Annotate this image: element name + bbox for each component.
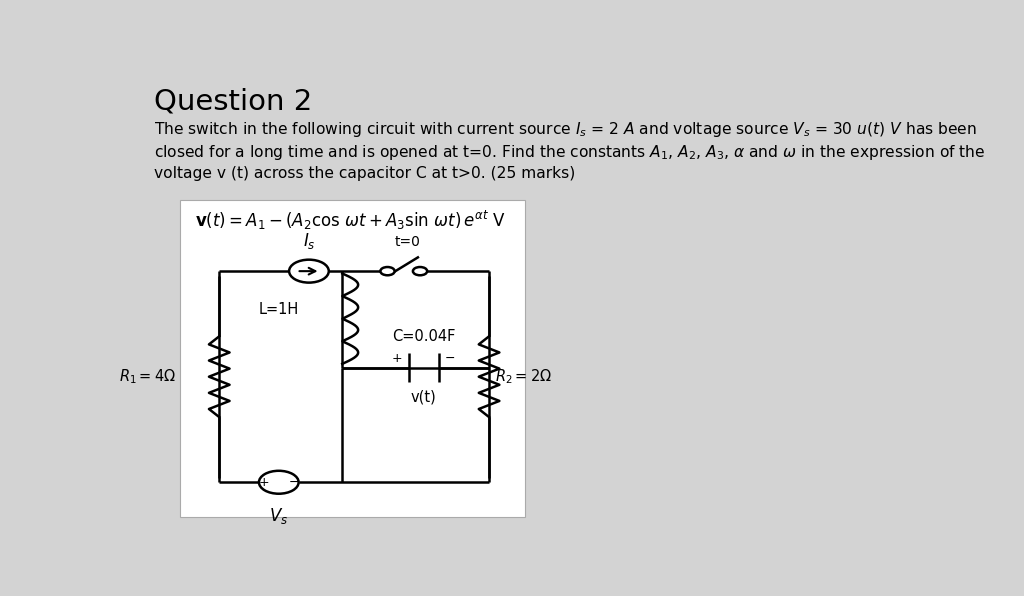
Text: $R_2{=}2\Omega$: $R_2{=}2\Omega$ xyxy=(496,367,552,386)
Circle shape xyxy=(289,260,329,283)
Text: C=0.04F: C=0.04F xyxy=(392,328,456,344)
Text: Question 2: Question 2 xyxy=(155,88,312,116)
Text: $V_s$: $V_s$ xyxy=(269,506,289,526)
Text: −: − xyxy=(445,352,456,365)
Circle shape xyxy=(413,267,427,275)
FancyBboxPatch shape xyxy=(179,200,524,517)
Circle shape xyxy=(380,267,394,275)
Text: $\mathbf{v}(t) = A_1 - (A_2\cos\,\omega t + A_3\sin\,\omega t)\,e^{\alpha t}$ V: $\mathbf{v}(t) = A_1 - (A_2\cos\,\omega … xyxy=(196,209,506,232)
Text: L=1H: L=1H xyxy=(258,302,299,317)
Text: $R_1{=}4\Omega$: $R_1{=}4\Omega$ xyxy=(119,367,176,386)
Text: −: − xyxy=(289,476,299,489)
Text: closed for a long time and is opened at t=0. Find the constants $A_1$, $A_2$, $A: closed for a long time and is opened at … xyxy=(155,142,986,162)
Text: The switch in the following circuit with current source $I_s$ = 2 $A$ and voltag: The switch in the following circuit with… xyxy=(155,120,977,139)
Text: voltage v (t) across the capacitor C at t>0. (25 marks): voltage v (t) across the capacitor C at … xyxy=(155,166,575,181)
Text: $I_s$: $I_s$ xyxy=(302,231,315,251)
Circle shape xyxy=(259,471,299,493)
Text: +: + xyxy=(259,476,269,489)
Text: v(t): v(t) xyxy=(411,389,436,404)
Text: t=0: t=0 xyxy=(395,235,421,249)
Text: +: + xyxy=(391,352,402,365)
